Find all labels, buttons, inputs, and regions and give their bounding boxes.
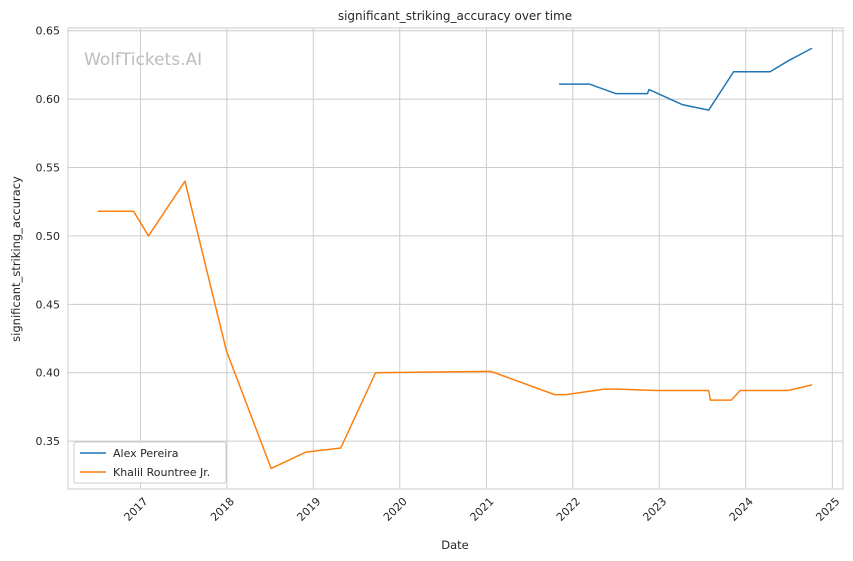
legend: Alex Pereira Khalil Rountree Jr. xyxy=(73,441,227,484)
chart-title: significant_striking_accuracy over time xyxy=(338,9,572,23)
legend-label-alex-pereira: Alex Pereira xyxy=(113,447,179,460)
watermark: WolfTickets.AI xyxy=(84,50,202,70)
x-tick-label: 2019 xyxy=(294,495,323,524)
x-tick-label: 2020 xyxy=(381,495,410,524)
series-line-alex-pereira xyxy=(558,47,813,111)
x-tick-label: 2024 xyxy=(727,495,756,524)
x-tick-label: 2025 xyxy=(813,495,842,524)
x-tick-label: 2023 xyxy=(640,495,669,524)
x-tick-label: 2017 xyxy=(122,495,151,524)
y-tick-label: 0.65 xyxy=(36,25,61,38)
x-tick-label: 2021 xyxy=(468,495,497,524)
x-tick-label: 2018 xyxy=(208,495,237,524)
series-lines xyxy=(97,47,813,470)
x-tick-label: 2022 xyxy=(554,495,583,524)
y-tick-label: 0.35 xyxy=(36,435,61,448)
plot-area xyxy=(67,27,844,490)
y-tick-label: 0.60 xyxy=(36,93,61,106)
grid-lines xyxy=(68,28,843,489)
legend-box xyxy=(73,441,227,484)
y-tick-label: 0.45 xyxy=(36,298,61,311)
series-line-khalil-rountree xyxy=(97,180,813,470)
legend-label-khalil-rountree: Khalil Rountree Jr. xyxy=(113,466,210,479)
y-axis-label: significant_striking_accuracy xyxy=(9,176,23,342)
y-tick-label: 0.55 xyxy=(36,162,61,175)
y-tick-label: 0.40 xyxy=(36,367,61,380)
x-axis-label: Date xyxy=(441,538,469,552)
y-tick-label: 0.50 xyxy=(36,230,61,243)
